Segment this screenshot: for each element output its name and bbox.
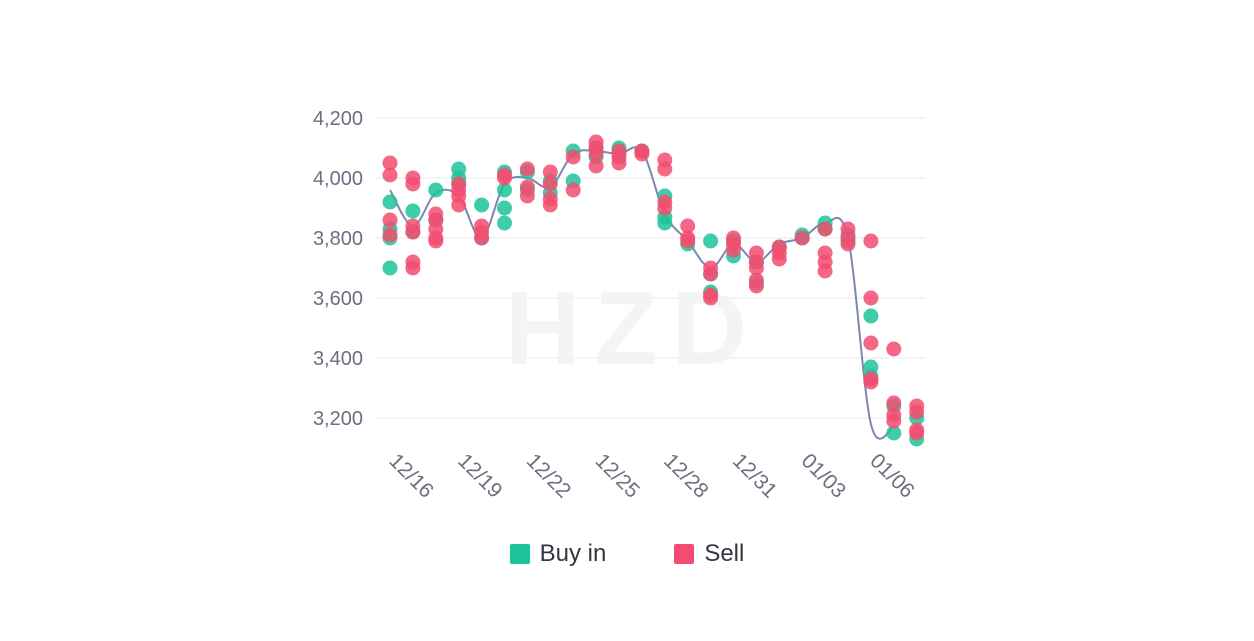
y-axis: 3,200 3,400 3,600 3,800 4,000 4,200	[313, 108, 363, 430]
sell-point[interactable]	[909, 425, 925, 441]
y-tick-label: 3,400	[313, 348, 363, 370]
sell-point[interactable]	[863, 233, 879, 249]
sell-point[interactable]	[428, 233, 444, 249]
sell-point[interactable]	[748, 278, 764, 294]
legend: Buy in Sell	[0, 540, 1254, 568]
sell-point[interactable]	[405, 176, 421, 192]
legend-swatch-buy-in	[509, 544, 530, 564]
sell-point[interactable]	[703, 266, 719, 282]
sell-point[interactable]	[542, 197, 558, 213]
y-tick-label: 3,600	[313, 288, 363, 310]
x-tick-label: 12/28	[659, 449, 712, 502]
sell-point[interactable]	[703, 290, 719, 306]
x-tick-label: 01/06	[865, 449, 918, 502]
sell-point[interactable]	[565, 149, 581, 165]
sell-point[interactable]	[519, 161, 535, 177]
sell-point[interactable]	[382, 167, 398, 183]
buy-in-point[interactable]	[657, 215, 673, 231]
buy-in-point[interactable]	[428, 182, 444, 198]
x-tick-label: 12/31	[728, 449, 781, 502]
x-tick-label: 12/25	[591, 449, 644, 502]
sell-point[interactable]	[405, 260, 421, 276]
sell-point[interactable]	[542, 176, 558, 192]
sell-point[interactable]	[474, 230, 490, 246]
buy-in-point[interactable]	[497, 215, 512, 231]
legend-label-buy-in: Buy in	[539, 540, 607, 567]
sell-point[interactable]	[588, 158, 604, 174]
sell-point[interactable]	[634, 146, 650, 162]
legend-item-sell[interactable]: Sell	[674, 540, 744, 568]
sell-point[interactable]	[817, 221, 833, 237]
sell-point[interactable]	[382, 212, 398, 228]
sell-point[interactable]	[451, 197, 467, 213]
sell-point[interactable]	[863, 374, 879, 390]
sell-point[interactable]	[794, 230, 810, 246]
sell-point[interactable]	[565, 182, 581, 198]
legend-swatch-sell	[674, 544, 695, 564]
x-tick-label: 01/03	[797, 449, 850, 502]
x-tick-label: 12/16	[384, 449, 437, 502]
buy-in-point[interactable]	[382, 260, 398, 276]
sell-point[interactable]	[497, 170, 512, 186]
sell-point[interactable]	[382, 227, 398, 243]
y-tick-label: 3,200	[313, 408, 363, 430]
buy-in-point[interactable]	[405, 203, 421, 219]
buy-in-point[interactable]	[863, 308, 879, 324]
sell-point[interactable]	[680, 218, 696, 234]
buy-in-point[interactable]	[474, 197, 490, 213]
sell-point[interactable]	[405, 224, 421, 240]
series-sell	[382, 134, 925, 441]
x-axis: 12/16 12/19 12/22 12/25 12/28 12/31 01/03 01/06	[384, 449, 918, 502]
sell-point[interactable]	[657, 200, 673, 216]
buy-in-point[interactable]	[886, 425, 902, 441]
x-tick-label: 12/22	[522, 449, 575, 502]
sell-point[interactable]	[771, 251, 787, 267]
x-tick-label: 12/19	[453, 449, 506, 502]
sell-point[interactable]	[817, 263, 833, 279]
sell-point[interactable]	[909, 404, 925, 420]
sell-point[interactable]	[382, 155, 398, 171]
sell-point[interactable]	[886, 413, 902, 429]
gridlines	[375, 117, 925, 419]
sell-point[interactable]	[588, 146, 604, 162]
y-tick-label: 3,800	[313, 228, 363, 250]
sell-point[interactable]	[886, 341, 902, 357]
sell-point[interactable]	[519, 188, 535, 204]
sell-point[interactable]	[680, 233, 696, 249]
sell-point[interactable]	[840, 236, 856, 252]
legend-label-sell: Sell	[704, 540, 745, 567]
y-tick-label: 4,200	[313, 108, 363, 130]
sell-point[interactable]	[748, 260, 764, 276]
buy-in-point[interactable]	[703, 233, 719, 249]
y-tick-label: 4,000	[313, 168, 363, 190]
legend-item-buy-in[interactable]: Buy in	[509, 540, 607, 568]
sell-point[interactable]	[863, 335, 879, 351]
sell-point[interactable]	[657, 161, 673, 177]
buy-in-point[interactable]	[497, 200, 512, 216]
sell-point[interactable]	[542, 164, 558, 180]
buy-in-point[interactable]	[497, 182, 512, 198]
sell-point[interactable]	[863, 290, 879, 306]
sell-point[interactable]	[886, 395, 902, 411]
sell-point[interactable]	[611, 155, 627, 171]
buy-in-point[interactable]	[382, 194, 398, 210]
sell-point[interactable]	[726, 242, 741, 258]
